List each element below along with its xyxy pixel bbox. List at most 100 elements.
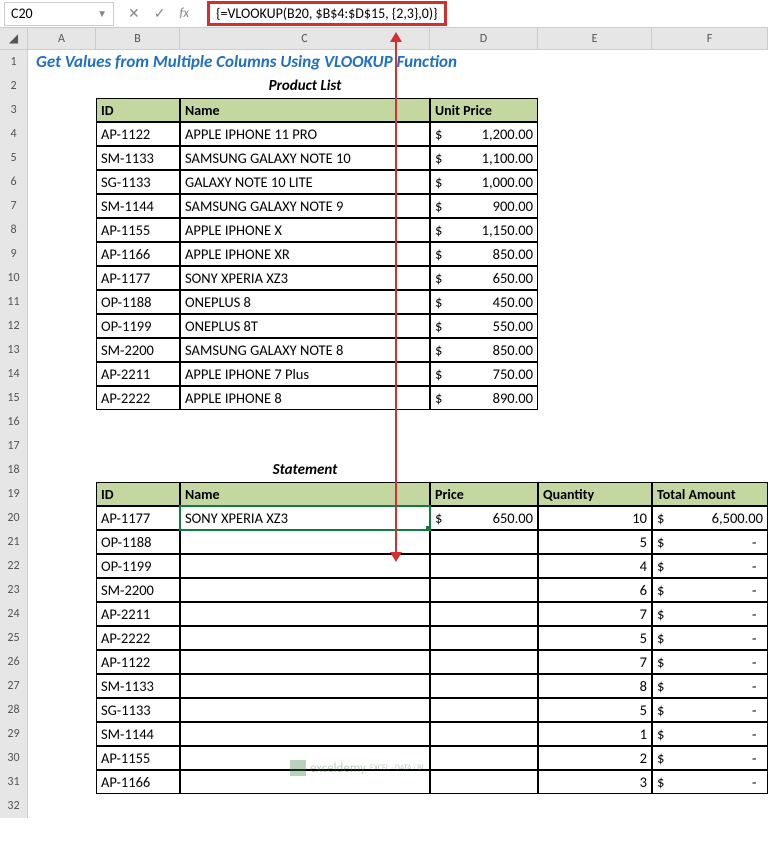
cell-A4[interactable] [28, 122, 96, 146]
cell-C17[interactable] [180, 434, 430, 458]
cell-C12[interactable]: ONEPLUS 8T [180, 314, 430, 338]
cell-D18[interactable] [430, 458, 538, 482]
cell-B27[interactable]: SM-1133 [96, 674, 180, 698]
cell-B32[interactable] [96, 794, 180, 818]
row-header-21[interactable]: 21 [0, 530, 28, 554]
cell-B9[interactable]: AP-1166 [96, 242, 180, 266]
row-header-4[interactable]: 4 [0, 122, 28, 146]
cell-E7[interactable] [538, 194, 652, 218]
cell-C27[interactable] [180, 674, 430, 698]
cell-D21[interactable] [430, 530, 538, 554]
cell-A28[interactable] [28, 698, 96, 722]
cell-C31[interactable] [180, 770, 430, 794]
row-header-8[interactable]: 8 [0, 218, 28, 242]
cell-E14[interactable] [538, 362, 652, 386]
cell-E22[interactable]: 4 [538, 554, 652, 578]
cell-B16[interactable] [96, 410, 180, 434]
cell-E17[interactable] [538, 434, 652, 458]
cell-F4[interactable] [652, 122, 768, 146]
name-box-dropdown-icon[interactable]: ▼ [97, 7, 107, 20]
row-header-27[interactable]: 27 [0, 674, 28, 698]
cell-A19[interactable] [28, 482, 96, 506]
cell-C22[interactable] [180, 554, 430, 578]
row-header-29[interactable]: 29 [0, 722, 28, 746]
cell-A6[interactable] [28, 170, 96, 194]
cell-E16[interactable] [538, 410, 652, 434]
cell-F16[interactable] [652, 410, 768, 434]
cell-F3[interactable] [652, 98, 768, 122]
cell-E28[interactable]: 5 [538, 698, 652, 722]
cell-F7[interactable] [652, 194, 768, 218]
cell-C21[interactable] [180, 530, 430, 554]
cell-B6[interactable]: SG-1133 [96, 170, 180, 194]
fx-icon[interactable]: fx [179, 6, 189, 21]
cell-A24[interactable] [28, 602, 96, 626]
cell-E8[interactable] [538, 218, 652, 242]
worksheet[interactable]: 1Get Values from Multiple Columns Using … [0, 50, 768, 818]
row-header-12[interactable]: 12 [0, 314, 28, 338]
cell-D23[interactable] [430, 578, 538, 602]
cell-F10[interactable] [652, 266, 768, 290]
cell-C8[interactable]: APPLE IPHONE X [180, 218, 430, 242]
cell-B23[interactable]: SM-2200 [96, 578, 180, 602]
cell-D11[interactable]: $450.00 [430, 290, 538, 314]
cell-F17[interactable] [652, 434, 768, 458]
cell-C28[interactable] [180, 698, 430, 722]
cell-B3[interactable]: ID [96, 98, 180, 122]
cell-F11[interactable] [652, 290, 768, 314]
cell-B10[interactable]: AP-1177 [96, 266, 180, 290]
cell-A27[interactable] [28, 674, 96, 698]
cell-C2[interactable]: Product List [180, 74, 430, 98]
row-header-6[interactable]: 6 [0, 170, 28, 194]
cell-C6[interactable]: GALAXY NOTE 10 LITE [180, 170, 430, 194]
cell-D27[interactable] [430, 674, 538, 698]
cell-A2[interactable] [28, 74, 96, 98]
cell-F9[interactable] [652, 242, 768, 266]
cell-E21[interactable]: 5 [538, 530, 652, 554]
cell-E29[interactable]: 1 [538, 722, 652, 746]
cell-A10[interactable] [28, 266, 96, 290]
row-header-31[interactable]: 31 [0, 770, 28, 794]
cell-D4[interactable]: $1,200.00 [430, 122, 538, 146]
cell-E11[interactable] [538, 290, 652, 314]
cell-B2[interactable] [96, 74, 180, 98]
cell-D13[interactable]: $850.00 [430, 338, 538, 362]
cell-F29[interactable]: $- [652, 722, 768, 746]
cell-A5[interactable] [28, 146, 96, 170]
cell-A20[interactable] [28, 506, 96, 530]
col-header-B[interactable]: B [96, 28, 180, 49]
row-header-1[interactable]: 1 [0, 50, 28, 74]
cell-A32[interactable] [28, 794, 96, 818]
cell-C15[interactable]: APPLE IPHONE 8 [180, 386, 430, 410]
cell-D3[interactable]: Unit Price [430, 98, 538, 122]
cell-F2[interactable] [652, 74, 768, 98]
cell-B21[interactable]: OP-1188 [96, 530, 180, 554]
cell-B25[interactable]: AP-2222 [96, 626, 180, 650]
cell-B30[interactable]: AP-1155 [96, 746, 180, 770]
cell-C3[interactable]: Name [180, 98, 430, 122]
cell-E2[interactable] [538, 74, 652, 98]
cell-A8[interactable] [28, 218, 96, 242]
row-header-30[interactable]: 30 [0, 746, 28, 770]
cell-C23[interactable] [180, 578, 430, 602]
cell-C26[interactable] [180, 650, 430, 674]
cell-C32[interactable] [180, 794, 430, 818]
row-header-5[interactable]: 5 [0, 146, 28, 170]
cell-E10[interactable] [538, 266, 652, 290]
cell-D30[interactable] [430, 746, 538, 770]
cell-B15[interactable]: AP-2222 [96, 386, 180, 410]
cell-D2[interactable] [430, 74, 538, 98]
cell-E18[interactable] [538, 458, 652, 482]
cell-F22[interactable]: $- [652, 554, 768, 578]
cell-C11[interactable]: ONEPLUS 8 [180, 290, 430, 314]
cell-F6[interactable] [652, 170, 768, 194]
row-header-2[interactable]: 2 [0, 74, 28, 98]
cell-D28[interactable] [430, 698, 538, 722]
cell-B12[interactable]: OP-1199 [96, 314, 180, 338]
row-header-18[interactable]: 18 [0, 458, 28, 482]
row-header-10[interactable]: 10 [0, 266, 28, 290]
row-header-14[interactable]: 14 [0, 362, 28, 386]
row-header-17[interactable]: 17 [0, 434, 28, 458]
cell-B4[interactable]: AP-1122 [96, 122, 180, 146]
cell-F23[interactable]: $- [652, 578, 768, 602]
